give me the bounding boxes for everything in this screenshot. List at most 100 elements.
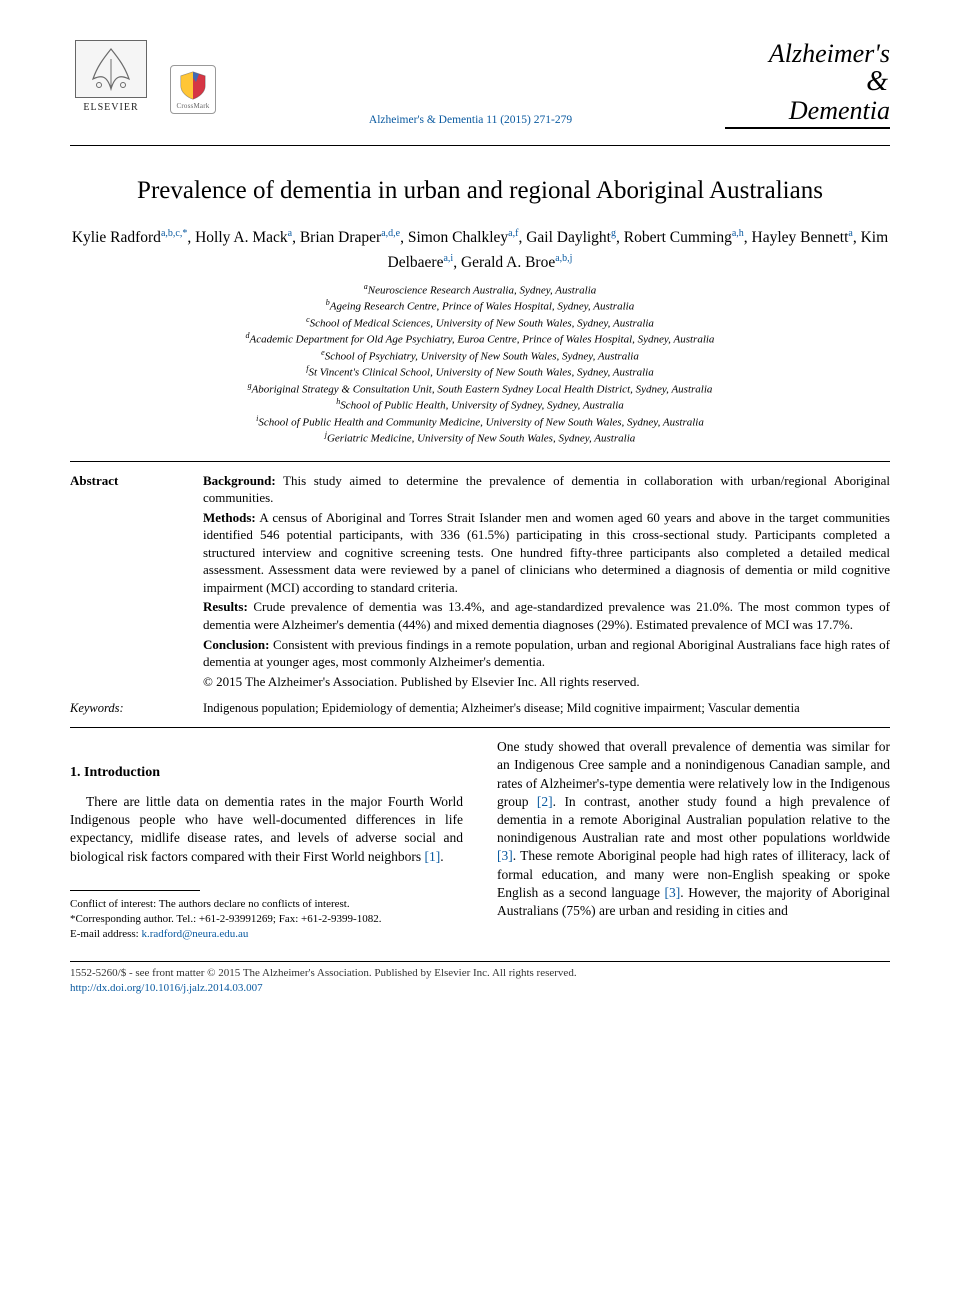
affiliation: gAboriginal Strategy & Consultation Unit… xyxy=(70,381,890,398)
author-affiliation-sup[interactable]: a,b,j xyxy=(555,253,572,264)
results-label: Results: xyxy=(203,599,248,614)
body-column-right: One study showed that overall prevalence… xyxy=(497,738,890,941)
keywords-text: Indigenous population; Epidemiology of d… xyxy=(203,700,890,717)
footnote-separator xyxy=(70,890,200,891)
affiliation-list: aNeuroscience Research Australia, Sydney… xyxy=(70,282,890,447)
citation-ref-3a[interactable]: [3] xyxy=(497,848,513,863)
elsevier-logo: ELSEVIER xyxy=(70,40,152,114)
author-affiliation-sup[interactable]: a xyxy=(848,228,852,239)
elsevier-label: ELSEVIER xyxy=(83,101,138,115)
results-text: Crude prevalence of dementia was 13.4%, … xyxy=(203,599,890,632)
author-affiliation-sup[interactable]: a,f xyxy=(508,228,518,239)
keywords-block: Keywords: Indigenous population; Epidemi… xyxy=(70,700,890,717)
affiliation-key: c xyxy=(306,315,310,324)
abstract-block: Abstract Background: This study aimed to… xyxy=(70,472,890,693)
journal-name-line2: Dementia xyxy=(725,97,890,124)
affiliation-key: b xyxy=(326,298,330,307)
author-affiliation-sup[interactable]: a,h xyxy=(732,228,744,239)
affiliation-key: f xyxy=(306,364,308,373)
crossmark-badge[interactable]: CrossMark xyxy=(170,65,216,114)
intro-text-2b: . In contrast, another study found a hig… xyxy=(497,794,890,845)
methods-text: A census of Aboriginal and Torres Strait… xyxy=(203,510,890,595)
abstract-label: Abstract xyxy=(70,472,175,490)
citation-ref-1[interactable]: [1] xyxy=(424,849,440,864)
elsevier-tree-icon xyxy=(75,40,147,98)
conflict-of-interest: Conflict of interest: The authors declar… xyxy=(70,897,463,912)
footnotes: Conflict of interest: The authors declar… xyxy=(70,897,463,942)
author-affiliation-sup[interactable]: g xyxy=(611,228,616,239)
crossmark-icon xyxy=(178,70,208,100)
intro-paragraph-left: There are little data on dementia rates … xyxy=(70,793,463,866)
conclusion-label: Conclusion: xyxy=(203,637,269,652)
author-affiliation-sup[interactable]: a,d,e xyxy=(381,228,400,239)
background-text: This study aimed to determine the preval… xyxy=(203,473,890,506)
abstract-results: Results: Crude prevalence of dementia wa… xyxy=(203,598,890,633)
article-title: Prevalence of dementia in urban and regi… xyxy=(70,174,890,208)
author-affiliation-sup[interactable]: a,i xyxy=(443,253,453,264)
issn-copyright-line: 1552-5260/$ - see front matter © 2015 Th… xyxy=(70,966,890,981)
abstract-background: Background: This study aimed to determin… xyxy=(203,472,890,507)
author-affiliation-sup[interactable]: a,b,c,* xyxy=(161,228,187,239)
affiliation-key: a xyxy=(364,282,368,291)
abstract-bottom-rule xyxy=(70,727,890,728)
affiliation-key: i xyxy=(256,414,258,423)
intro-text-1-end: . xyxy=(440,849,443,864)
header-left: ELSEVIER CrossMark xyxy=(70,40,216,114)
intro-paragraph-right: One study showed that overall prevalence… xyxy=(497,738,890,920)
doi-link[interactable]: http://dx.doi.org/10.1016/j.jalz.2014.03… xyxy=(70,982,263,994)
affiliation-key: h xyxy=(336,397,340,406)
author: Simon Chalkleya,f xyxy=(408,229,519,246)
journal-logo: Alzheimer's & Dementia xyxy=(725,40,890,129)
affiliation: dAcademic Department for Old Age Psychia… xyxy=(70,331,890,348)
page-container: ELSEVIER CrossMark Alzheimer's & Dementi… xyxy=(0,0,960,1026)
footer-rule xyxy=(70,961,890,962)
affiliation: aNeuroscience Research Australia, Sydney… xyxy=(70,282,890,299)
journal-name-amp: & xyxy=(866,67,888,96)
header-center: Alzheimer's & Dementia 11 (2015) 271-279 xyxy=(369,109,572,129)
abstract-conclusion: Conclusion: Consistent with previous fin… xyxy=(203,636,890,671)
corresponding-author: *Corresponding author. Tel.: +61-2-93991… xyxy=(70,912,463,927)
crossmark-label: CrossMark xyxy=(177,102,210,111)
methods-label: Methods: xyxy=(203,510,256,525)
abstract-copyright: © 2015 The Alzheimer's Association. Publ… xyxy=(203,673,890,691)
author: Gail Daylightg xyxy=(526,229,616,246)
page-header: ELSEVIER CrossMark Alzheimer's & Dementi… xyxy=(70,40,890,129)
affiliation-key: e xyxy=(321,348,325,357)
background-label: Background: xyxy=(203,473,276,488)
affiliation: cSchool of Medical Sciences, University … xyxy=(70,315,890,332)
author-list: Kylie Radforda,b,c,*, Holly A. Macka, Br… xyxy=(70,226,890,276)
author-email-link[interactable]: k.radford@neura.edu.au xyxy=(141,928,248,940)
intro-heading: 1. Introduction xyxy=(70,764,463,783)
affiliation-key: j xyxy=(325,430,327,439)
citation-ref-2[interactable]: [2] xyxy=(537,794,553,809)
author-affiliation-sup[interactable]: a xyxy=(288,228,292,239)
body-column-left: 1. Introduction There are little data on… xyxy=(70,738,463,941)
affiliation: bAgeing Research Centre, Prince of Wales… xyxy=(70,298,890,315)
abstract-top-rule xyxy=(70,461,890,462)
author: Holly A. Macka xyxy=(195,229,292,246)
author: Brian Drapera,d,e xyxy=(300,229,400,246)
body-columns: 1. Introduction There are little data on… xyxy=(70,738,890,941)
keywords-label: Keywords: xyxy=(70,700,175,717)
affiliation: fSt Vincent's Clinical School, Universit… xyxy=(70,364,890,381)
journal-name-line1: Alzheimer's xyxy=(725,40,890,67)
email-label: E-mail address: xyxy=(70,928,141,940)
affiliation: eSchool of Psychiatry, University of New… xyxy=(70,348,890,365)
author: Robert Cumminga,h xyxy=(624,229,744,246)
footer-matter: 1552-5260/$ - see front matter © 2015 Th… xyxy=(70,966,890,996)
author-email-line: E-mail address: k.radford@neura.edu.au xyxy=(70,927,463,942)
article-citation: Alzheimer's & Dementia 11 (2015) 271-279 xyxy=(369,113,572,129)
author: Hayley Bennetta xyxy=(752,229,853,246)
affiliation: jGeriatric Medicine, University of New S… xyxy=(70,430,890,447)
abstract-methods: Methods: A census of Aboriginal and Torr… xyxy=(203,509,890,597)
affiliation: hSchool of Public Health, University of … xyxy=(70,397,890,414)
affiliation-key: d xyxy=(246,331,250,340)
author: Kylie Radforda,b,c,* xyxy=(72,229,188,246)
author: Gerald A. Broea,b,j xyxy=(461,254,572,271)
affiliation: iSchool of Public Health and Community M… xyxy=(70,414,890,431)
header-rule xyxy=(70,145,890,146)
intro-text-1: There are little data on dementia rates … xyxy=(70,794,463,864)
citation-ref-3b[interactable]: [3] xyxy=(665,885,681,900)
conclusion-text: Consistent with previous findings in a r… xyxy=(203,637,890,670)
affiliation-key: g xyxy=(248,381,252,390)
